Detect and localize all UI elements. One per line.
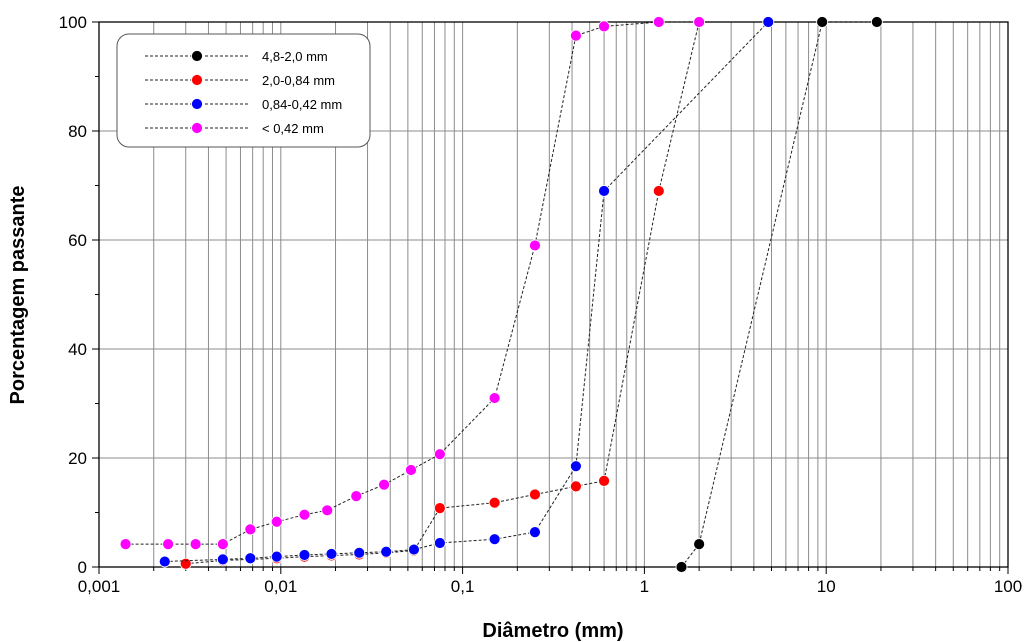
data-point xyxy=(816,16,829,28)
legend-label: 0,84-0,42 mm xyxy=(262,97,342,112)
series xyxy=(158,16,775,568)
data-point xyxy=(298,549,311,561)
data-point xyxy=(270,550,283,563)
series-line xyxy=(185,21,700,565)
data-point xyxy=(570,480,582,493)
legend-box xyxy=(116,33,371,148)
y-axis-title: Porcentagem passante xyxy=(7,186,29,405)
data-point xyxy=(488,496,501,509)
legend: 4,8-2,0 mm 2,0-0,84 mm 0,84-0,42 mm < 0,42 … xyxy=(116,33,371,148)
data-point xyxy=(488,533,501,546)
data-point xyxy=(433,448,446,461)
data-point xyxy=(529,239,541,252)
legend-marker xyxy=(191,122,203,134)
legend-marker xyxy=(191,74,203,86)
data-point xyxy=(216,553,229,566)
x-tick-label: 100 xyxy=(994,577,1022,596)
data-point xyxy=(353,546,366,559)
data-point xyxy=(693,16,706,28)
data-point xyxy=(570,29,582,42)
data-point xyxy=(119,538,132,551)
data-point xyxy=(378,478,390,491)
series-line xyxy=(681,21,877,568)
data-point xyxy=(179,557,192,570)
data-point xyxy=(189,538,202,551)
data-point xyxy=(350,490,363,503)
y-tick-label: 60 xyxy=(68,231,87,250)
y-tick-label: 100 xyxy=(59,13,87,32)
x-tick-label: 0,001 xyxy=(78,577,121,596)
x-tick-label: 1 xyxy=(640,577,649,596)
data-point xyxy=(298,508,311,521)
legend-label: 2,0-0,84 mm xyxy=(262,73,335,88)
data-point xyxy=(325,548,338,560)
data-point xyxy=(162,538,175,551)
legend-marker xyxy=(191,50,203,62)
data-point xyxy=(762,16,775,28)
y-tick-label: 40 xyxy=(68,340,87,359)
data-point xyxy=(270,515,283,528)
data-point xyxy=(598,185,610,197)
x-tick-label: 0,01 xyxy=(264,577,297,596)
x-tick-label: 10 xyxy=(817,577,836,596)
data-point xyxy=(870,16,883,28)
data-point xyxy=(433,502,446,515)
x-axis-title: Diâmetro (mm) xyxy=(482,620,623,642)
data-point xyxy=(321,504,334,517)
data-point xyxy=(408,543,420,556)
legend-label: 4,8-2,0 mm xyxy=(262,49,328,64)
data-point xyxy=(244,552,257,565)
y-tick-label: 80 xyxy=(68,122,87,141)
data-point xyxy=(405,464,417,476)
data-point xyxy=(244,523,257,536)
series xyxy=(119,16,706,551)
series xyxy=(675,16,883,573)
y-tick-label: 0 xyxy=(78,558,87,577)
data-point xyxy=(652,185,665,197)
data-point xyxy=(216,538,229,551)
data-point xyxy=(529,488,541,501)
data-point xyxy=(693,538,706,551)
y-tick-label: 20 xyxy=(68,449,87,468)
data-point xyxy=(598,20,610,33)
data-point xyxy=(380,545,393,558)
data-point xyxy=(675,561,688,573)
data-point xyxy=(433,537,446,549)
axis-ticks: 0,001 0,01 0,1 1 10 100 0 20 40 60 80 100 xyxy=(59,13,1023,596)
data-point xyxy=(488,392,501,404)
legend-label: < 0,42 mm xyxy=(262,121,324,136)
data-point xyxy=(529,526,541,539)
legend-marker xyxy=(191,98,203,110)
data-point xyxy=(652,16,665,28)
data-point xyxy=(158,555,171,568)
series-layer xyxy=(119,16,883,573)
data-point xyxy=(570,460,582,473)
x-tick-label: 0,1 xyxy=(451,577,475,596)
data-point xyxy=(598,474,610,487)
